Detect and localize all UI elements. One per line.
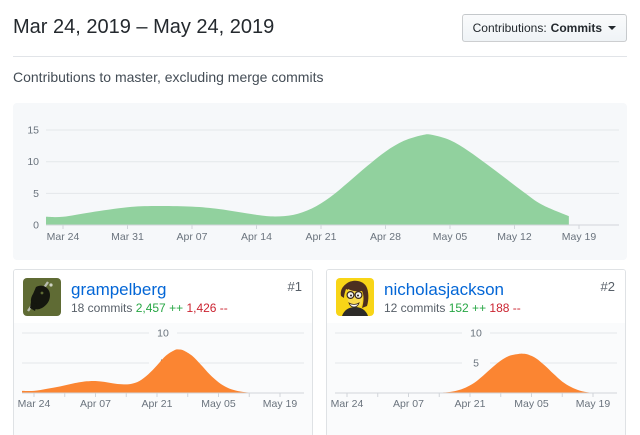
contributor-graph-section: 5 10 Mar 24 Apr 07 Apr 21 May 05 May 19 <box>327 323 625 435</box>
dropdown-caret-icon <box>608 26 616 30</box>
svg-text:5: 5 <box>33 188 39 200</box>
svg-text:May 05: May 05 <box>201 398 236 410</box>
contributor-stats: 18 commits 2,457 ++ 1,426 -- <box>71 301 228 315</box>
contributor-card-grampelberg: grampelberg 18 commits 2,457 ++ 1,426 --… <box>13 269 313 435</box>
svg-text:Apr 07: Apr 07 <box>393 398 424 410</box>
svg-text:Mar 24: Mar 24 <box>331 398 364 410</box>
deletions-count[interactable]: 188 -- <box>489 301 521 316</box>
contributor-card-nicholasjackson: nicholasjackson 12 commits 152 ++ 188 --… <box>326 269 626 435</box>
svg-text:15: 15 <box>27 125 39 137</box>
svg-text:May 19: May 19 <box>562 231 597 243</box>
svg-text:Apr 21: Apr 21 <box>455 398 486 410</box>
contributor-info: grampelberg 18 commits 2,457 ++ 1,426 -- <box>71 278 228 316</box>
page-header: Mar 24, 2019 – May 24, 2019 Contribution… <box>13 14 627 42</box>
svg-text:0: 0 <box>33 220 39 232</box>
contributor-rank[interactable]: #1 <box>287 279 302 294</box>
svg-text:Apr 07: Apr 07 <box>177 231 208 243</box>
svg-text:May 05: May 05 <box>514 398 549 410</box>
contributor-rank[interactable]: #2 <box>600 279 615 294</box>
chart-description: Contributions to master, excluding merge… <box>13 69 324 85</box>
svg-text:10: 10 <box>27 156 39 168</box>
svg-text:May 05: May 05 <box>433 231 468 243</box>
svg-text:Mar 24: Mar 24 <box>18 398 51 410</box>
main-contributions-panel: 0 5 10 15 Mar 24 Mar 31 Apr 07 Apr 14 Apr 21 Apr … <box>13 103 627 260</box>
svg-text:Apr 21: Apr 21 <box>142 398 173 410</box>
contributor-cards-row: grampelberg 18 commits 2,457 ++ 1,426 --… <box>13 269 627 435</box>
contributor-card-header: grampelberg 18 commits 2,457 ++ 1,426 --… <box>14 270 312 323</box>
svg-text:Mar 24: Mar 24 <box>47 231 80 243</box>
avatar-image <box>336 278 374 316</box>
contributor-username-link[interactable]: grampelberg <box>71 280 167 299</box>
svg-text:Apr 21: Apr 21 <box>306 231 337 243</box>
contributor-card-header: nicholasjackson 12 commits 152 ++ 188 --… <box>327 270 625 323</box>
contributor-avatar[interactable] <box>336 278 374 316</box>
avatar-image <box>23 278 61 316</box>
deletions-count[interactable]: 1,426 -- <box>186 301 228 316</box>
commit-count: 12 commits <box>384 301 446 316</box>
svg-text:May 19: May 19 <box>263 398 298 410</box>
svg-text:May 12: May 12 <box>497 231 532 243</box>
svg-text:Mar 31: Mar 31 <box>111 231 144 243</box>
contributor-username-link[interactable]: nicholasjackson <box>384 280 505 299</box>
contributor-info: nicholasjackson 12 commits 152 ++ 188 -- <box>384 278 521 316</box>
contributions-filter-button[interactable]: Contributions: Commits <box>461 14 627 42</box>
svg-text:Apr 07: Apr 07 <box>80 398 111 410</box>
svg-text:10: 10 <box>157 328 169 340</box>
header-divider <box>13 56 627 57</box>
filter-value: Commits <box>550 21 602 35</box>
svg-text:May 19: May 19 <box>576 398 611 410</box>
date-range-title: Mar 24, 2019 – May 24, 2019 <box>13 16 275 38</box>
svg-text:Apr 28: Apr 28 <box>370 231 401 243</box>
contributor-avatar[interactable] <box>23 278 61 316</box>
contributor-stats: 12 commits 152 ++ 188 -- <box>384 301 521 315</box>
svg-text:10: 10 <box>470 328 482 340</box>
commit-count: 18 commits <box>71 301 133 316</box>
additions-count[interactable]: 2,457 ++ <box>135 301 184 316</box>
svg-text:5: 5 <box>473 358 479 370</box>
additions-count[interactable]: 152 ++ <box>448 301 487 316</box>
filter-label: Contributions: <box>472 21 547 35</box>
contributor-chart-nicholasjackson: 5 10 Mar 24 Apr 07 Apr 21 May 05 May 19 <box>331 328 617 410</box>
main-contributions-chart: 0 5 10 15 Mar 24 Mar 31 Apr 07 Apr 14 Apr 21 Apr … <box>27 125 619 243</box>
svg-text:Apr 14: Apr 14 <box>241 231 272 243</box>
